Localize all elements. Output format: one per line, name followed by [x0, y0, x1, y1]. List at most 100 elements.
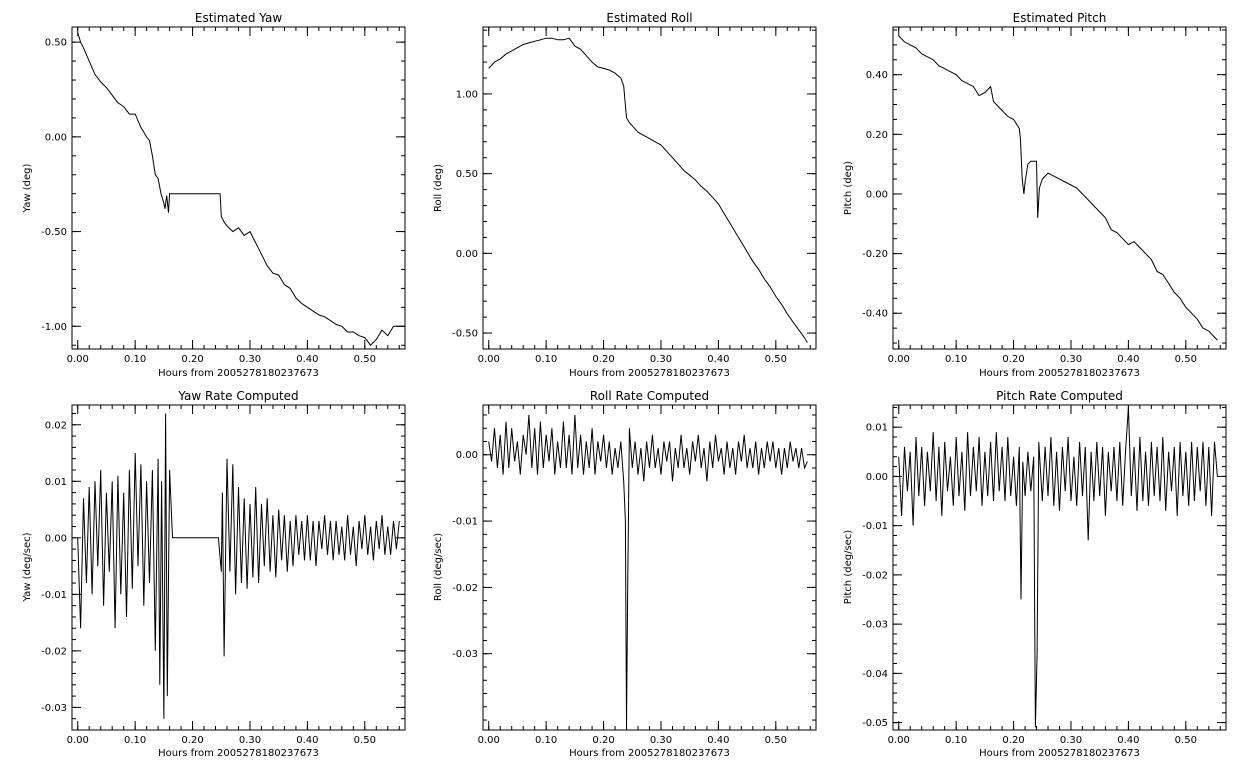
x-tick-label: 0.20	[181, 354, 203, 365]
y-axis-label: Roll (deg/sec)	[433, 533, 444, 601]
y-tick-label: 0.01	[45, 477, 67, 488]
series-layer	[488, 414, 808, 727]
x-axis-label: Hours from 2005278180237673	[158, 748, 319, 759]
x-tick-label: 0.20	[181, 735, 203, 746]
x-tick-label: 0.30	[650, 735, 672, 746]
x-tick-label: 0.20	[592, 735, 614, 746]
y-tick-label: -0.50	[41, 227, 67, 238]
x-tick-label: 0.30	[650, 354, 672, 365]
x-tick-label: 0.50	[1175, 354, 1197, 365]
x-tick-label: 0.10	[535, 735, 557, 746]
y-tick-label: -0.03	[452, 649, 478, 660]
x-tick-label: 0.40	[296, 735, 318, 746]
y-tick-label: 0.00	[45, 132, 67, 143]
series-line	[898, 35, 1218, 341]
series-layer	[77, 32, 405, 346]
x-tick-label: 0.50	[354, 735, 376, 746]
y-tick-label: 1.00	[456, 89, 478, 100]
y-tick-label: 0.01	[866, 423, 888, 434]
x-tick-label: 0.50	[765, 735, 787, 746]
y-axis-label: Yaw (deg)	[22, 163, 33, 213]
panel-title: Estimated Yaw	[195, 11, 282, 25]
x-tick-label: 0.00	[888, 735, 910, 746]
y-tick-label: -0.02	[41, 646, 67, 657]
x-tick-label: 0.10	[945, 354, 967, 365]
y-tick-label: 0.40	[866, 70, 888, 81]
y-tick-label: 0.00	[456, 249, 478, 260]
panel-title: Yaw Rate Computed	[177, 389, 298, 403]
x-tick-label: 0.40	[707, 735, 729, 746]
y-tick-label: -0.04	[862, 669, 888, 680]
x-tick-label: 0.30	[1060, 354, 1082, 365]
x-tick-label: 0.00	[67, 354, 89, 365]
x-tick-label: 0.20	[1002, 354, 1024, 365]
y-axis-label: Roll (deg)	[433, 164, 444, 212]
x-tick-label: 0.40	[296, 354, 318, 365]
panel-roll-rate-computed: Roll Rate Computed Hours from 2005278180…	[433, 389, 817, 759]
y-tick-label: -0.05	[862, 718, 888, 729]
series-line	[77, 32, 405, 346]
x-tick-label: 0.10	[124, 354, 146, 365]
x-axis-label: Hours from 2005278180237673	[158, 368, 319, 379]
y-tick-label: -0.03	[41, 703, 67, 714]
x-tick-label: 0.40	[707, 354, 729, 365]
panel-pitch-rate-computed: Pitch Rate Computed Hours from 200527818…	[843, 389, 1227, 759]
x-axis-label: Hours from 2005278180237673	[569, 748, 730, 759]
y-axis-label: Pitch (deg/sec)	[843, 530, 854, 605]
x-tick-label: 0.20	[1002, 735, 1024, 746]
series-layer	[898, 407, 1218, 728]
axes-layer: 0.00 0.10 0.20 0.30 0.40 0.50 0.50 0.00 -0.50 -1.…	[41, 26, 406, 365]
y-tick-label: -0.40	[862, 309, 888, 320]
x-tick-label: 0.10	[124, 735, 146, 746]
panel-estimated-roll: Estimated Roll Hours from 20052781802376…	[433, 11, 817, 379]
axes-layer: 0.00 0.10 0.20 0.30 0.40 0.50 0.01 0.00 -0.01 -0.…	[862, 404, 1227, 746]
x-tick-label: 0.00	[478, 354, 500, 365]
y-tick-label: -0.50	[452, 329, 478, 340]
axes-layer: 0.00 0.10 0.20 0.30 0.40 0.50 1.00 0.50 0.00 -0.5…	[452, 26, 817, 365]
y-tick-label: 0.00	[866, 472, 888, 483]
y-tick-label: 0.20	[866, 130, 888, 141]
axes-layer: 0.00 0.10 0.20 0.30 0.40 0.50 0.00 -0.01 -0.02 -0…	[452, 404, 817, 746]
series-line	[488, 414, 808, 727]
x-axis-label: Hours from 2005278180237673	[979, 748, 1140, 759]
x-tick-label: 0.30	[1060, 735, 1082, 746]
x-tick-label: 0.50	[1175, 735, 1197, 746]
x-tick-label: 0.00	[478, 735, 500, 746]
y-axis-label: Yaw (deg/sec)	[22, 532, 33, 602]
y-tick-label: -0.01	[41, 590, 67, 601]
panel-title: Estimated Roll	[606, 11, 692, 25]
x-tick-label: 0.00	[67, 735, 89, 746]
panel-title: Pitch Rate Computed	[996, 389, 1123, 403]
x-tick-label: 0.10	[535, 354, 557, 365]
x-tick-label: 0.50	[765, 354, 787, 365]
series-line	[77, 413, 400, 719]
x-tick-label: 0.00	[888, 354, 910, 365]
panel-title: Roll Rate Computed	[590, 389, 709, 403]
y-tick-label: -0.02	[452, 583, 478, 594]
y-tick-label: 0.50	[456, 169, 478, 180]
y-tick-label: 0.00	[45, 533, 67, 544]
panel-estimated-yaw: Estimated Yaw Hours from 200527818023767…	[22, 11, 406, 379]
y-tick-label: -0.01	[862, 521, 888, 532]
y-tick-label: -0.03	[862, 620, 888, 631]
panel-yaw-rate-computed: Yaw Rate Computed Hours from 20052781802…	[22, 389, 406, 759]
panel-estimated-pitch: Estimated Pitch Hours from 2005278180237…	[843, 11, 1227, 379]
y-tick-label: -0.01	[452, 517, 478, 528]
y-tick-label: -1.00	[41, 322, 67, 333]
y-tick-label: 0.02	[45, 420, 67, 431]
x-tick-label: 0.50	[354, 354, 376, 365]
y-tick-label: 0.00	[866, 189, 888, 200]
series-line	[488, 37, 808, 343]
x-tick-label: 0.40	[1117, 354, 1139, 365]
y-tick-label: 0.50	[45, 38, 67, 49]
axes-layer: 0.00 0.10 0.20 0.30 0.40 0.50 0.40 0.20 0.00 -0.2…	[862, 26, 1227, 365]
x-tick-label: 0.40	[1117, 735, 1139, 746]
panel-title: Estimated Pitch	[1013, 11, 1107, 25]
y-tick-label: -0.02	[862, 570, 888, 581]
x-tick-label: 0.20	[592, 354, 614, 365]
series-layer	[898, 35, 1218, 341]
y-tick-label: 0.00	[456, 450, 478, 461]
y-axis-label: Pitch (deg)	[843, 161, 854, 215]
